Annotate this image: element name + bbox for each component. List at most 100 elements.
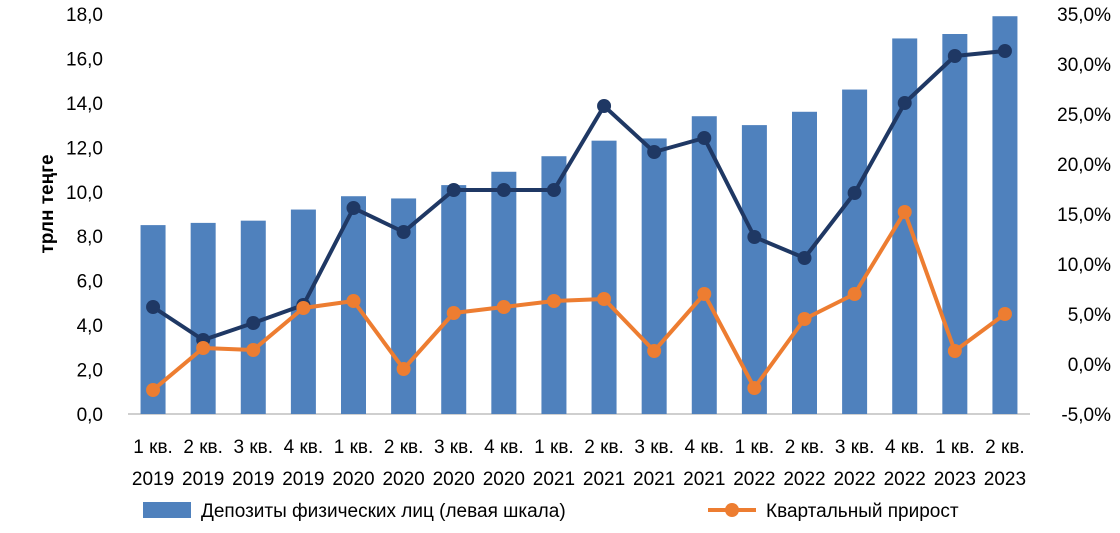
left-tick-label: 8,0	[77, 227, 103, 248]
x-tick-year: 2022	[884, 469, 926, 490]
x-tick-year: 2020	[483, 469, 525, 490]
x-tick-year: 2022	[733, 469, 775, 490]
x-tick-year: 2023	[934, 469, 976, 490]
point-growth-14	[797, 312, 812, 326]
point-growth-11	[647, 344, 662, 358]
point-growth-8	[496, 300, 511, 314]
bar-deposits-8	[491, 171, 517, 414]
point-secondary-3	[246, 316, 261, 330]
bar-deposits-11	[641, 138, 667, 414]
x-tick-quarter: 1 кв.	[534, 437, 574, 458]
right-tick-label: 20,0%	[1057, 155, 1111, 176]
point-growth-16	[897, 205, 912, 219]
left-tick-label: 6,0	[77, 272, 103, 293]
bar-deposits-2	[190, 222, 216, 414]
point-secondary-11	[647, 145, 662, 159]
point-secondary-17	[947, 49, 962, 63]
right-tick-label: 0,0%	[1068, 355, 1111, 376]
right-tick-label: 30,0%	[1057, 55, 1111, 76]
x-tick-year: 2019	[282, 469, 324, 490]
bar-deposits-15	[842, 89, 868, 415]
point-growth-6	[396, 362, 411, 376]
point-secondary-8	[496, 183, 511, 197]
bar-deposits-7	[441, 185, 467, 414]
x-tick-year: 2019	[232, 469, 274, 490]
right-tick-label: 10,0%	[1057, 255, 1111, 276]
bar-series	[140, 16, 1018, 415]
x-tick-year: 2020	[382, 469, 424, 490]
x-tick-quarter: 4 кв.	[885, 437, 925, 458]
x-tick-quarter: 3 кв.	[434, 437, 474, 458]
point-secondary-10	[597, 99, 612, 113]
right-tick-label: 25,0%	[1057, 105, 1111, 126]
point-secondary-5	[346, 201, 361, 215]
x-tick-year: 2020	[433, 469, 475, 490]
point-growth-9	[546, 294, 561, 308]
x-tick-year: 2020	[332, 469, 374, 490]
bar-deposits-13	[741, 125, 767, 414]
point-growth-4	[296, 301, 311, 315]
right-tick-label: -5,0%	[1061, 405, 1111, 426]
left-tick-label: 16,0	[66, 49, 103, 70]
x-tick-quarter: 2 кв.	[985, 437, 1025, 458]
x-tick-year: 2022	[783, 469, 825, 490]
point-growth-2	[196, 341, 211, 355]
x-tick-quarter: 1 кв.	[935, 437, 975, 458]
x-tick-quarter: 2 кв.	[785, 437, 825, 458]
x-tick-quarter: 1 кв.	[735, 437, 775, 458]
x-tick-year: 2021	[533, 469, 575, 490]
left-tick-label: 18,0	[66, 5, 103, 26]
x-tick-year: 2021	[683, 469, 725, 490]
x-tick-quarter: 2 кв.	[584, 437, 624, 458]
point-secondary-18	[997, 44, 1012, 58]
line-secondary	[151, 49, 1006, 342]
x-tick-quarter: 3 кв.	[234, 437, 274, 458]
left-tick-label: 0,0	[77, 405, 103, 426]
legend-label-growth: Квартальный прирост	[766, 501, 959, 522]
point-growth-10	[597, 292, 612, 306]
point-growth-3	[246, 343, 261, 357]
left-tick-label: 10,0	[66, 183, 103, 204]
y-axis-label: трлн теңге	[37, 154, 58, 253]
x-tick-quarter: 3 кв.	[835, 437, 875, 458]
legend-label-deposits: Депозиты физических лиц (левая шкала)	[201, 501, 566, 522]
right-tick-label: 5,0%	[1068, 305, 1111, 326]
left-tick-label: 12,0	[66, 138, 103, 159]
x-tick-quarter: 3 кв.	[634, 437, 674, 458]
legend-swatch-deposits	[143, 502, 191, 518]
point-secondary-14	[797, 251, 812, 265]
right-axis-ticks: -5,0% 0,0% 5,0% 10,0% 15,0% 20,0% 25,0% 30,0% 35…	[1057, 5, 1111, 426]
point-secondary-9	[546, 183, 561, 197]
point-growth-7	[446, 306, 461, 320]
left-tick-label: 2,0	[77, 361, 103, 382]
x-tick-year: 2019	[132, 469, 174, 490]
point-growth-18	[997, 307, 1012, 321]
x-tick-year: 2021	[633, 469, 675, 490]
x-tick-quarter: 4 кв.	[484, 437, 524, 458]
x-tick-quarter: 1 кв.	[334, 437, 374, 458]
left-tick-label: 14,0	[66, 94, 103, 115]
line-series	[146, 44, 1012, 397]
x-tick-quarter: 2 кв.	[183, 437, 223, 458]
line-growth	[151, 210, 1007, 392]
left-axis-ticks: 0,0 2,0 4,0 6,0 8,0 10,0 12,0 14,0 16,0 18,0	[66, 5, 103, 426]
bar-deposits-18	[992, 16, 1018, 414]
legend: Депозиты физических лиц (левая шкала) Кв…	[143, 501, 959, 522]
point-growth-1	[146, 383, 161, 397]
point-growth-17	[947, 344, 962, 358]
x-tick-quarter: 2 кв.	[384, 437, 424, 458]
point-secondary-15	[847, 186, 862, 200]
point-secondary-6	[396, 225, 411, 239]
legend-item-deposits: Депозиты физических лиц (левая шкала)	[143, 501, 566, 522]
point-growth-12	[697, 287, 712, 301]
left-tick-label: 4,0	[77, 316, 103, 337]
point-secondary-16	[897, 96, 912, 110]
right-tick-label: 35,0%	[1057, 5, 1111, 26]
point-secondary-7	[446, 183, 461, 197]
x-axis-ticks: 1 кв. 2019 2 кв. 2019 3 кв. 2019 4 кв. 2019 1 кв…	[132, 437, 1026, 490]
x-tick-year: 2019	[182, 469, 224, 490]
legend-item-growth: Квартальный прирост	[708, 501, 959, 522]
x-tick-year: 2021	[583, 469, 625, 490]
point-growth-13	[747, 381, 762, 395]
